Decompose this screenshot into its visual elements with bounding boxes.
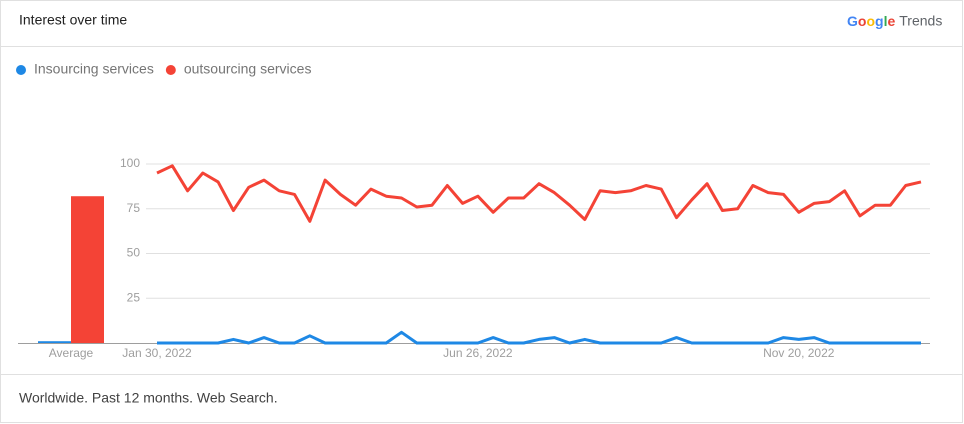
- y-tick-label: 100: [120, 156, 140, 170]
- legend-label: Insourcing services: [34, 61, 154, 77]
- card-title: Interest over time: [19, 12, 127, 28]
- line: [157, 330, 921, 345]
- legend-marker: [165, 65, 176, 75]
- legend-label: outsourcing services: [184, 61, 312, 77]
- logo: Google: [847, 13, 895, 29]
- average-label: Average: [49, 346, 94, 360]
- logo-product: Trends: [899, 13, 942, 29]
- x-tick-label: Nov 20, 2022: [763, 346, 835, 360]
- average-bar: [71, 196, 104, 343]
- footer-text: Worldwide. Past 12 months. Web Search.: [19, 390, 278, 406]
- legend-marker: [16, 65, 26, 75]
- x-tick-label: Jan 30, 2022: [122, 346, 192, 360]
- x-tick-label: Jun 26, 2022: [443, 346, 513, 360]
- line: [156, 164, 922, 223]
- average-bar: [38, 341, 71, 343]
- y-tick-label: 75: [127, 201, 141, 215]
- y-tick-label: 50: [127, 246, 141, 260]
- y-tick-label: 25: [127, 290, 141, 304]
